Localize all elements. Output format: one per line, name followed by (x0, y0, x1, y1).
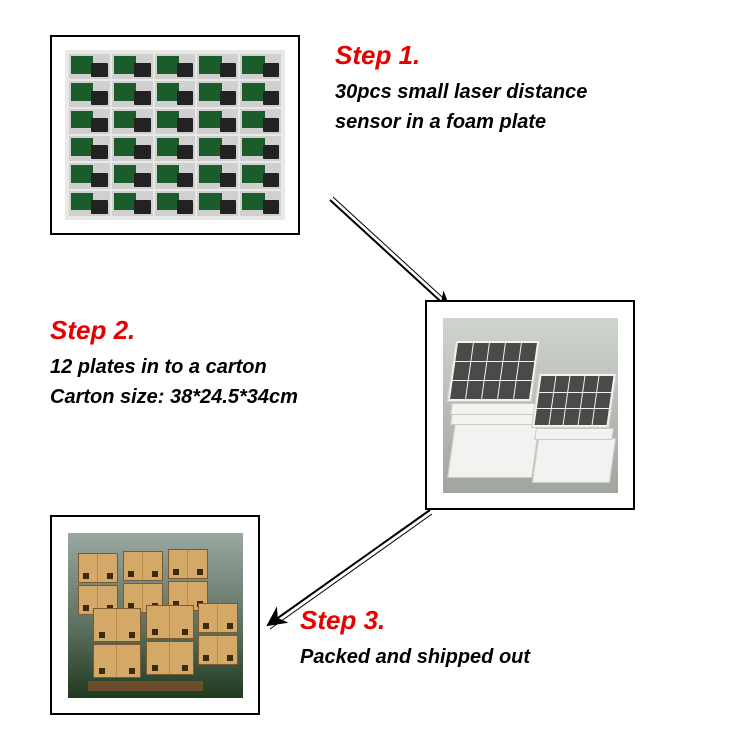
step1-desc-line2: sensor in a foam plate (335, 107, 587, 137)
step2-title: Step 2. (50, 315, 298, 346)
step2-text: Step 2. 12 plates in to a carton Carton … (50, 315, 298, 412)
step3-title: Step 3. (300, 605, 530, 636)
sensor-foam-grid (65, 50, 285, 220)
carton-warehouse (68, 533, 243, 698)
step1-desc-line1: 30pcs small laser distance (335, 77, 587, 107)
step3-desc-line1: Packed and shipped out (300, 642, 530, 672)
step2-desc-line2: Carton size: 38*24.5*34cm (50, 382, 298, 412)
step1-image-frame (50, 35, 300, 235)
step3-text: Step 3. Packed and shipped out (300, 605, 530, 672)
step2-desc-line1: 12 plates in to a carton (50, 352, 298, 382)
step1-title: Step 1. (335, 40, 587, 71)
step2-image-frame (425, 300, 635, 510)
step1-text: Step 1. 30pcs small laser distance senso… (335, 40, 587, 137)
step3-image-frame (50, 515, 260, 715)
foam-plate-stack (443, 318, 618, 493)
